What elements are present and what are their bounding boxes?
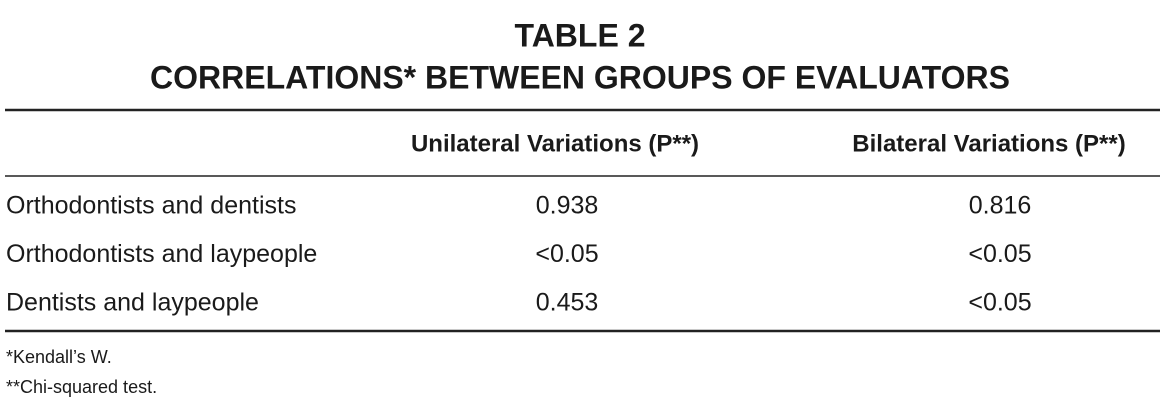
row-label: Orthodontists and laypeople: [6, 240, 317, 268]
table-body: Orthodontists and dentists 0.938 0.816 Orth…: [6, 192, 1032, 317]
footnote: *Kendall’s W.: [6, 347, 112, 367]
table-cell: 0.453: [536, 289, 599, 317]
row-label: Dentists and laypeople: [6, 289, 259, 317]
table-cell: <0.05: [535, 240, 598, 268]
column-header: Bilateral Variations (P**): [852, 130, 1125, 157]
table-subtitle: CORRELATIONS* BETWEEN GROUPS OF EVALUATO…: [150, 59, 1010, 95]
table-cell: <0.05: [968, 289, 1031, 317]
table-title: TABLE 2: [515, 17, 646, 53]
footnote: **Chi-squared test.: [6, 377, 157, 397]
column-header: Unilateral Variations (P**): [411, 130, 699, 157]
table-cell: 0.816: [969, 192, 1032, 220]
table-cell: <0.05: [968, 240, 1031, 268]
row-label: Orthodontists and dentists: [6, 192, 296, 220]
table-cell: 0.938: [536, 192, 599, 220]
